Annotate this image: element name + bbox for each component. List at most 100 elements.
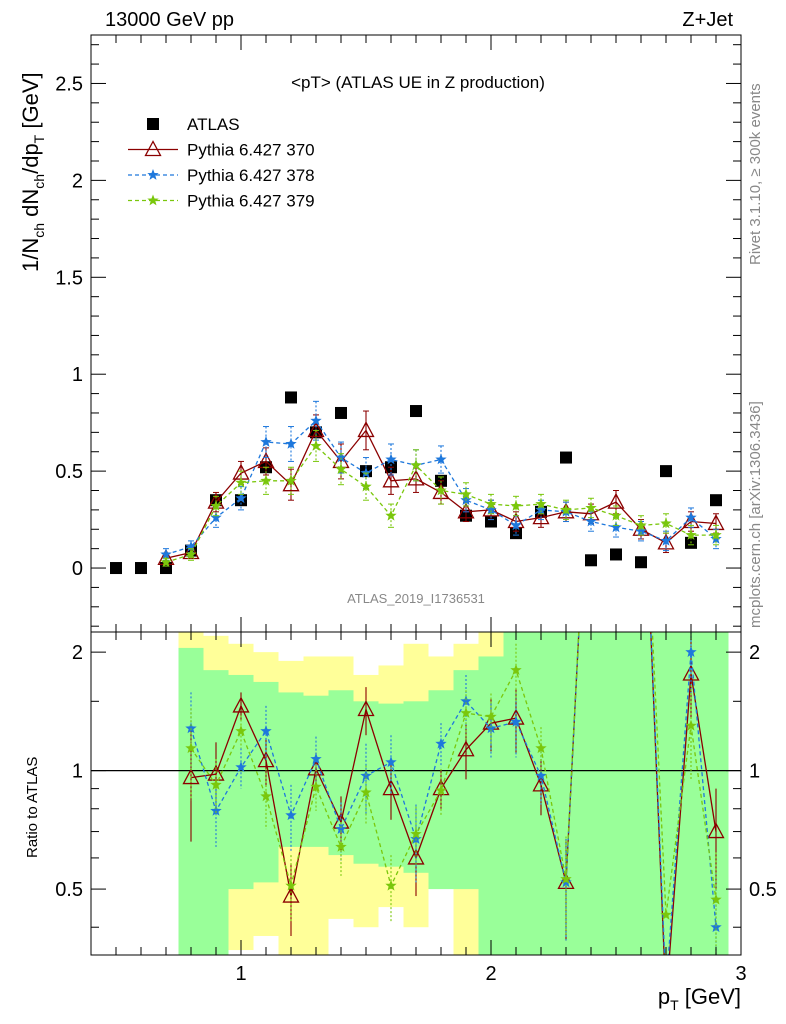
ratio-y-tick-label-right: 0.5 xyxy=(749,879,777,901)
data-point-pythia-6-427-379 xyxy=(360,480,372,492)
main-y-tick-label: 1 xyxy=(72,364,83,386)
ratio-point-pythia-6-427-379 xyxy=(385,879,397,891)
ratio-point-pythia-6-427-379 xyxy=(285,879,297,891)
data-point-pythia-6-427-379 xyxy=(385,509,397,521)
legend-marker-pythia-6-427-370 xyxy=(144,140,162,157)
data-point-pythia-6-427-370 xyxy=(407,469,425,486)
x-tick-label: 1 xyxy=(235,963,246,985)
data-point-pythia-6-427-378 xyxy=(385,453,397,465)
ratio-point-pythia-6-427-379 xyxy=(435,784,447,796)
data-point-pythia-6-427-378 xyxy=(535,503,547,515)
ratio-band-green xyxy=(628,632,654,955)
header-right: Z+Jet xyxy=(682,9,733,31)
data-point-pythia-6-427-378 xyxy=(235,492,247,504)
ratio-point-pythia-6-427-379 xyxy=(685,719,697,731)
legend-marker-pythia-6-427-379 xyxy=(147,194,159,206)
ratio-point-pythia-6-427-379 xyxy=(485,710,497,722)
ratio-panel: 0.5 0.5 1 1 2 2 1 2 3 xyxy=(55,631,777,985)
ratio-point-pythia-6-427-370 xyxy=(232,696,250,713)
ratio-point-pythia-6-427-379 xyxy=(260,790,272,802)
ratio-point-pythia-6-427-370 xyxy=(357,700,375,717)
ratio-line-pythia-6-427-370 xyxy=(190,632,717,955)
ratio-point-pythia-6-427-379 xyxy=(310,780,322,792)
data-point-pythia-6-427-379 xyxy=(685,529,697,540)
ratio-point-pythia-6-427-378 xyxy=(710,921,722,933)
main-y-tick-label: 2.5 xyxy=(55,73,83,95)
data-point-pythia-6-427-379 xyxy=(510,500,522,511)
data-point-pythia-6-427-370 xyxy=(457,502,475,519)
main-y-tick-label: 2 xyxy=(72,170,83,192)
data-point-pythia-6-427-378 xyxy=(635,525,647,537)
ratio-point-pythia-6-427-378 xyxy=(210,804,222,816)
ratio-point-pythia-6-427-378 xyxy=(435,737,447,749)
x-tick-label: 3 xyxy=(735,963,746,985)
data-point-atlas xyxy=(410,405,422,418)
x-tick-label: 2 xyxy=(485,963,496,985)
data-point-atlas xyxy=(485,515,497,528)
ratio-point-pythia-6-427-378 xyxy=(685,646,697,657)
ratio-y-axis-label: Ratio to ATLAS xyxy=(24,757,41,858)
data-point-pythia-6-427-378 xyxy=(360,467,372,478)
data-point-pythia-6-427-379 xyxy=(560,503,572,515)
data-point-atlas xyxy=(710,494,722,507)
data-point-pythia-6-427-378 xyxy=(485,503,497,515)
ratio-point-pythia-6-427-378 xyxy=(185,722,197,734)
ratio-point-pythia-6-427-379 xyxy=(660,908,672,920)
ratio-point-pythia-6-427-378 xyxy=(410,833,422,844)
data-point-pythia-6-427-378 xyxy=(685,511,697,523)
side-label-top: Rivet 3.1.10, ≥ 300k events xyxy=(747,83,764,265)
data-point-pythia-6-427-379 xyxy=(460,488,472,500)
data-point-pythia-6-427-379 xyxy=(660,517,672,529)
ratio-point-pythia-6-427-379 xyxy=(360,786,372,798)
ratio-y-tick-label-right: 1 xyxy=(749,761,760,783)
data-point-atlas xyxy=(110,562,122,575)
data-point-pythia-6-427-379 xyxy=(310,439,322,451)
data-point-pythia-6-427-370 xyxy=(382,471,400,488)
ratio-line-pythia-6-427-379 xyxy=(190,632,717,915)
header-left: 13000 GeV pp xyxy=(105,9,234,31)
ratio-point-pythia-6-427-378 xyxy=(485,722,497,734)
data-point-pythia-6-427-378 xyxy=(210,511,222,523)
ratio-point-pythia-6-427-378 xyxy=(260,725,272,736)
ratio-band-green xyxy=(278,692,304,847)
ratio-point-pythia-6-427-379 xyxy=(560,873,572,884)
data-point-pythia-6-427-379 xyxy=(335,463,347,474)
ratio-point-pythia-6-427-378 xyxy=(460,695,472,707)
ratio-point-pythia-6-427-378 xyxy=(535,769,547,781)
main-y-tick-label: 1.5 xyxy=(55,267,83,289)
data-point-pythia-6-427-370 xyxy=(282,475,300,492)
data-point-pythia-6-427-378 xyxy=(285,438,297,449)
ratio-point-pythia-6-427-378 xyxy=(335,823,347,834)
data-point-pythia-6-427-370 xyxy=(607,492,625,509)
ratio-band-green xyxy=(603,632,629,955)
ratio-y-tick-label: 2 xyxy=(72,642,83,664)
ratio-point-pythia-6-427-378 xyxy=(310,753,322,764)
legend: ATLAS Pythia 6.427 370 Pythia 6.427 378 Pyt… xyxy=(128,115,315,211)
data-point-atlas xyxy=(560,451,572,464)
data-point-atlas xyxy=(160,562,172,575)
data-point-pythia-6-427-379 xyxy=(635,519,647,531)
main-y-axis-label: 1/Nch dNch/dpT [GeV] xyxy=(18,72,47,272)
ratio-point-pythia-6-427-370 xyxy=(257,751,275,768)
data-point-pythia-6-427-378 xyxy=(185,540,197,552)
data-point-pythia-6-427-379 xyxy=(235,476,247,488)
legend-label: ATLAS xyxy=(187,115,240,134)
legend-marker-atlas xyxy=(147,118,159,130)
ratio-point-pythia-6-427-370 xyxy=(457,740,475,757)
legend-label: Pythia 6.427 370 xyxy=(187,141,315,160)
ratio-point-pythia-6-427-378 xyxy=(285,809,297,821)
data-point-atlas xyxy=(610,548,622,561)
ratio-line-pythia-6-427-378 xyxy=(190,632,717,955)
data-point-pythia-6-427-378 xyxy=(160,548,172,560)
ratio-point-pythia-6-427-379 xyxy=(235,725,247,736)
data-point-pythia-6-427-378 xyxy=(585,515,597,527)
ratio-y-tick-label: 1 xyxy=(72,761,83,783)
ratio-band-green xyxy=(503,632,529,955)
x-axis-label: pT [GeV] xyxy=(658,984,741,1013)
ratio-point-pythia-6-427-379 xyxy=(410,828,422,839)
ratio-point-pythia-6-427-379 xyxy=(535,742,547,754)
ratio-point-pythia-6-427-378 xyxy=(510,715,522,727)
ratio-point-pythia-6-427-379 xyxy=(185,742,197,754)
ratio-point-pythia-6-427-379 xyxy=(510,664,522,675)
